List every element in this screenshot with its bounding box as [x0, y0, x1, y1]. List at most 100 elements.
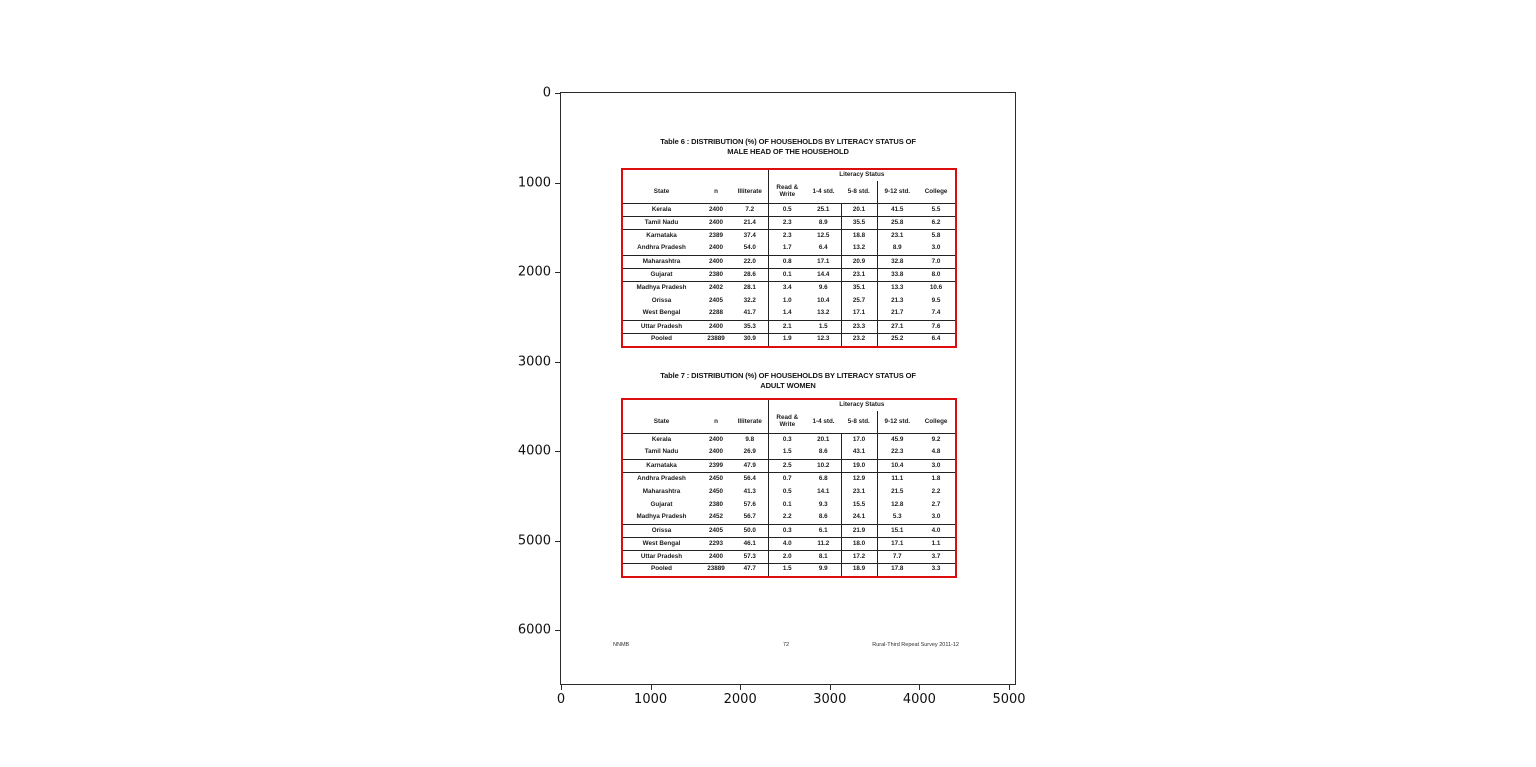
x-tick-mark: [829, 685, 831, 690]
value-cell: 43.1: [840, 446, 878, 460]
value-cell: 7.0: [917, 255, 957, 269]
value-cell: 0.7: [767, 472, 807, 486]
value-cell: 6.1: [806, 524, 842, 538]
state-cell: Madhya Pradesh: [622, 511, 700, 525]
value-cell: 4.0: [917, 524, 957, 538]
value-cell: 17.1: [876, 537, 918, 551]
footer-page-number: 72: [783, 642, 790, 648]
state-cell: Andhra Pradesh: [637, 474, 686, 482]
x-tick-label: 1000: [634, 692, 668, 707]
state-cell: Tamil Nadu: [622, 446, 700, 460]
y-tick-mark: [555, 630, 560, 631]
value-cell: 46.1: [732, 537, 769, 551]
table-row: Kerala 2400 7.2 0.5 25.1 20.1 41.5 5.5: [622, 203, 957, 217]
value-cell: 57.3: [732, 550, 769, 564]
plot-axes: 0 1000 2000 3000 4000 5000 6000 0 1000 2000 3000 4…: [518, 86, 1026, 708]
value-cell: 54.0: [732, 242, 769, 256]
value-cell: 2.3: [767, 216, 807, 230]
table-row: Karnataka 2389 37.4 2.3 12.5 18.8 23.1 5.8: [622, 229, 956, 243]
value-cell: 3.0: [917, 459, 957, 473]
x-tick-mark: [561, 685, 562, 690]
value-cell: 2400: [700, 255, 732, 269]
value-cell: 2399: [700, 459, 732, 473]
value-cell: 19.0: [840, 459, 878, 473]
column-header: 9-12 std.: [876, 411, 918, 434]
value-cell: 26.9: [732, 446, 769, 460]
value-cell: 23889: [700, 333, 732, 347]
value-cell: 28.6: [732, 268, 769, 282]
value-cell: 2400: [700, 550, 732, 564]
value-cell: 20.1: [840, 203, 878, 217]
value-cell: 17.1: [806, 255, 842, 269]
table-row: West Bengal 2293 46.1 4.0 11.2 18.0 17.1 1.1: [622, 537, 957, 551]
state-cell: Kerala: [622, 203, 700, 217]
y-tick-mark: [555, 182, 560, 184]
column-header: n: [700, 411, 732, 434]
y-tick-label: 1000: [517, 175, 551, 190]
value-cell: 25.7: [840, 294, 878, 308]
value-cell: 10.4: [817, 296, 830, 304]
column-header: State: [622, 411, 700, 434]
value-cell: 32.8: [876, 255, 918, 269]
value-cell: 7.2: [732, 203, 769, 217]
value-cell: 1.5: [767, 563, 807, 577]
value-cell: 2.5: [767, 459, 807, 473]
value-cell: 0.8: [767, 255, 807, 269]
pooled-row: Pooled 23889 47.7 1.5 9.9 18.9 17.8 3.3: [622, 563, 957, 577]
table6-title: Table 6 : DISTRIBUTION (%) OF HOUSEHOLDS…: [561, 137, 1015, 157]
literacy-status-group-header: Literacy Status: [767, 169, 957, 181]
value-cell: 18.9: [840, 563, 878, 577]
value-cell: 41.7: [732, 307, 769, 321]
state-cell: West Bengal: [622, 537, 700, 551]
value-cell: 1.4: [767, 307, 807, 321]
value-cell: 10.6: [929, 283, 943, 291]
value-cell: 2400: [700, 446, 732, 460]
value-cell: 6.4: [806, 242, 842, 256]
y-tick-mark: [555, 272, 560, 273]
state-cell: Tamil Nadu: [622, 216, 700, 230]
table-row: West Bengal 2288 41.7 1.4 13.2 17.1 21.7 7.4: [622, 307, 957, 321]
value-cell: 23.2: [840, 333, 878, 347]
value-cell: 2400: [700, 203, 732, 217]
y-tick-mark: [555, 361, 560, 363]
x-tick-label: 5000: [992, 692, 1026, 707]
table6-title-line2: MALE HEAD OF THE HOUSEHOLD: [727, 147, 849, 157]
value-cell: 2450: [708, 487, 723, 495]
value-cell: 13.3: [876, 281, 918, 295]
value-cell: 21.4: [732, 216, 769, 230]
value-cell: 2400: [708, 435, 723, 443]
value-cell: 9.9: [806, 563, 842, 577]
column-header: College: [917, 181, 957, 204]
value-cell: 12.3: [806, 333, 842, 347]
state-cell: West Bengal: [622, 307, 700, 321]
state-cell: Uttar Pradesh: [622, 550, 700, 564]
header-spacer: [622, 169, 768, 181]
value-cell: 22.3: [876, 446, 918, 460]
value-cell: 10.4: [876, 459, 918, 473]
value-cell: 2400: [700, 216, 732, 230]
value-cell: 9.5: [931, 296, 941, 304]
value-cell: 8.6: [806, 446, 842, 460]
value-cell: 12.5: [817, 231, 830, 239]
value-cell: 17.2: [840, 550, 878, 564]
value-cell: 32.2: [743, 296, 756, 304]
value-cell: 20.1: [817, 435, 830, 443]
value-cell: 2402: [708, 283, 723, 291]
table-row: Karnataka 2399 47.9 2.5 10.2 19.0 10.4 3.0: [622, 459, 957, 473]
state-cell: Uttar Pradesh: [622, 320, 700, 334]
value-cell: 35.1: [840, 281, 878, 295]
value-cell: 25.8: [876, 216, 918, 230]
table-row: Maharashtra 2450 41.3 0.5 14.1 23.1 21.5 2.2: [622, 485, 956, 499]
state-cell: Madhya Pradesh: [636, 283, 687, 291]
value-cell: 23.1: [840, 485, 878, 499]
state-cell: Orissa: [622, 524, 700, 538]
value-cell: 11.1: [876, 472, 918, 486]
column-header: 1-4 std.: [806, 181, 842, 204]
scanned-document: Table 6 : DISTRIBUTION (%) OF HOUSEHOLDS…: [561, 93, 1015, 684]
value-cell: 3.3: [917, 563, 957, 577]
column-header: 1-4 std.: [806, 411, 842, 434]
value-cell: 56.4: [743, 474, 756, 482]
y-tick-label: 6000: [517, 622, 551, 638]
value-cell: 2450: [708, 474, 723, 482]
value-cell: 4.8: [917, 446, 957, 460]
